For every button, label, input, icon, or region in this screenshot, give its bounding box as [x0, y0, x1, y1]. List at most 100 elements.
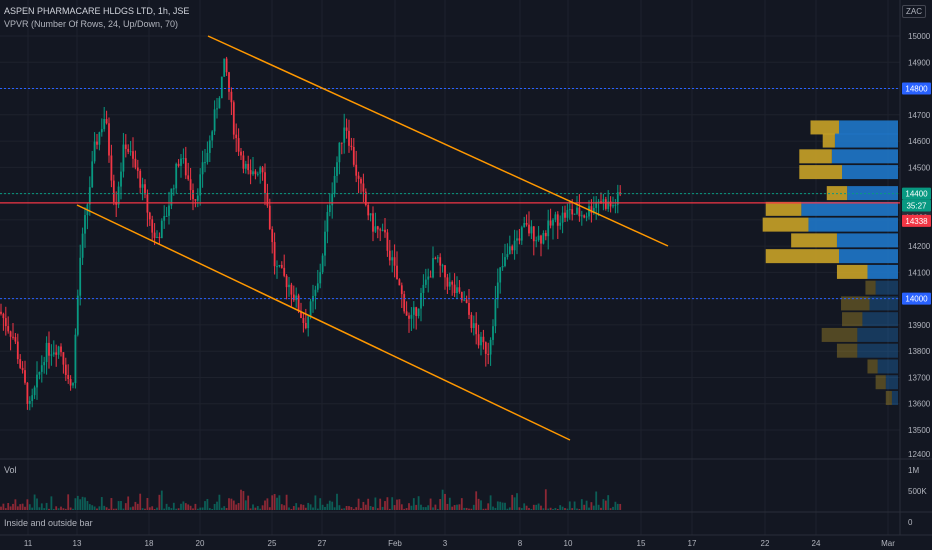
- candle-body: [403, 294, 406, 312]
- candle-body: [14, 337, 17, 342]
- volume-bar: [84, 497, 86, 510]
- candle-body: [187, 175, 190, 180]
- candle-body: [9, 331, 12, 337]
- candle-body: [247, 163, 250, 171]
- candle-body: [141, 184, 144, 188]
- candle-body: [175, 163, 178, 189]
- volume-bar: [559, 505, 562, 510]
- candle-body: [492, 326, 494, 340]
- y-tick-label: 12400: [908, 450, 931, 459]
- volume-bar: [427, 505, 430, 510]
- y-tick-label: 15000: [908, 32, 931, 41]
- volume-bar: [297, 507, 300, 510]
- candle-body: [72, 383, 74, 386]
- profile-bar-down: [765, 201, 802, 216]
- volume-bar: [256, 506, 259, 510]
- volume-bar: [105, 507, 108, 510]
- volume-bar: [393, 505, 396, 510]
- volume-bar: [415, 504, 418, 510]
- candle-body: [129, 151, 132, 153]
- volume-bars: [0, 489, 622, 510]
- candle-body: [117, 186, 120, 205]
- volume-bar: [600, 507, 602, 510]
- candle-body: [566, 209, 569, 218]
- volume-bar: [33, 494, 36, 510]
- volume-bar: [129, 507, 132, 510]
- volume-bar: [588, 507, 590, 510]
- candle-body: [139, 170, 142, 188]
- volume-bar: [146, 497, 149, 510]
- candle-body: [36, 374, 38, 388]
- countdown-badge: [902, 199, 931, 212]
- candle-body: [535, 240, 538, 242]
- candle-body: [463, 299, 466, 301]
- candle-body: [504, 257, 506, 266]
- candle-body: [31, 395, 34, 401]
- volume-bar: [530, 508, 533, 510]
- volume-bar: [609, 508, 612, 510]
- volume-bar: [338, 505, 341, 510]
- candle-body: [388, 250, 391, 261]
- volume-bar: [388, 508, 391, 510]
- volume-bar: [115, 508, 118, 510]
- y-tick-label: 13500: [908, 426, 931, 435]
- candle-body: [12, 336, 14, 338]
- currency-button[interactable]: ZAC: [902, 5, 926, 18]
- candle-body: [544, 232, 547, 237]
- candle-body: [304, 322, 307, 329]
- y-tick-label: 14200: [908, 242, 931, 251]
- volume-bar: [304, 507, 307, 510]
- candle-body: [542, 232, 545, 244]
- price-badge-label: 14000: [905, 295, 928, 304]
- candle-body: [0, 311, 2, 314]
- candle-body: [381, 229, 384, 231]
- volume-bar: [408, 503, 410, 510]
- profile-bar-up: [842, 165, 898, 180]
- x-tick-label: 3: [443, 539, 448, 548]
- volume-bar: [132, 506, 134, 510]
- volume-bar: [225, 508, 228, 510]
- volume-bar: [124, 503, 127, 510]
- volume-bar: [472, 504, 475, 510]
- volume-bar: [513, 497, 516, 510]
- profile-bar-down: [836, 343, 858, 358]
- volume-bar: [324, 506, 326, 510]
- y-tick-label: 14100: [908, 268, 931, 277]
- volume-bar: [441, 489, 444, 510]
- candle-body: [288, 284, 290, 288]
- candle-body: [297, 295, 300, 312]
- candle-body: [223, 58, 226, 77]
- volume-bar: [456, 504, 458, 510]
- x-tick-label: 10: [564, 539, 573, 548]
- candle-body: [580, 215, 583, 217]
- volume-bar: [79, 499, 82, 510]
- volume-bar: [122, 508, 125, 510]
- candle-body: [153, 232, 156, 238]
- sub-pane-label[interactable]: Inside and outside bar: [4, 518, 93, 528]
- volume-bar: [343, 508, 346, 510]
- volume-bar: [36, 498, 38, 510]
- candle-body: [602, 199, 605, 203]
- candle-body: [261, 167, 264, 173]
- candle-body: [415, 307, 418, 317]
- volume-bar: [422, 507, 425, 510]
- volume-bar: [566, 508, 569, 510]
- candle-body: [525, 223, 528, 225]
- candle-body: [196, 195, 199, 201]
- profile-bar-up: [877, 359, 898, 374]
- candle-body: [33, 387, 36, 396]
- indicator-label[interactable]: VPVR (Number Of Rows, 24, Up/Down, 70): [4, 19, 179, 29]
- volume-bar: [396, 499, 398, 510]
- volume-bar: [470, 508, 473, 510]
- volume-pane-label[interactable]: Vol: [4, 465, 17, 475]
- countdown-badge-label: 35:27: [906, 202, 927, 211]
- candle-body: [590, 206, 593, 213]
- volume-bar: [192, 508, 194, 510]
- volume-bar: [206, 498, 209, 510]
- volume-bar: [312, 507, 314, 510]
- candle-body: [352, 147, 355, 165]
- candle-body: [376, 226, 379, 230]
- y-tick-label: 14700: [908, 111, 931, 120]
- candle-body: [163, 216, 166, 221]
